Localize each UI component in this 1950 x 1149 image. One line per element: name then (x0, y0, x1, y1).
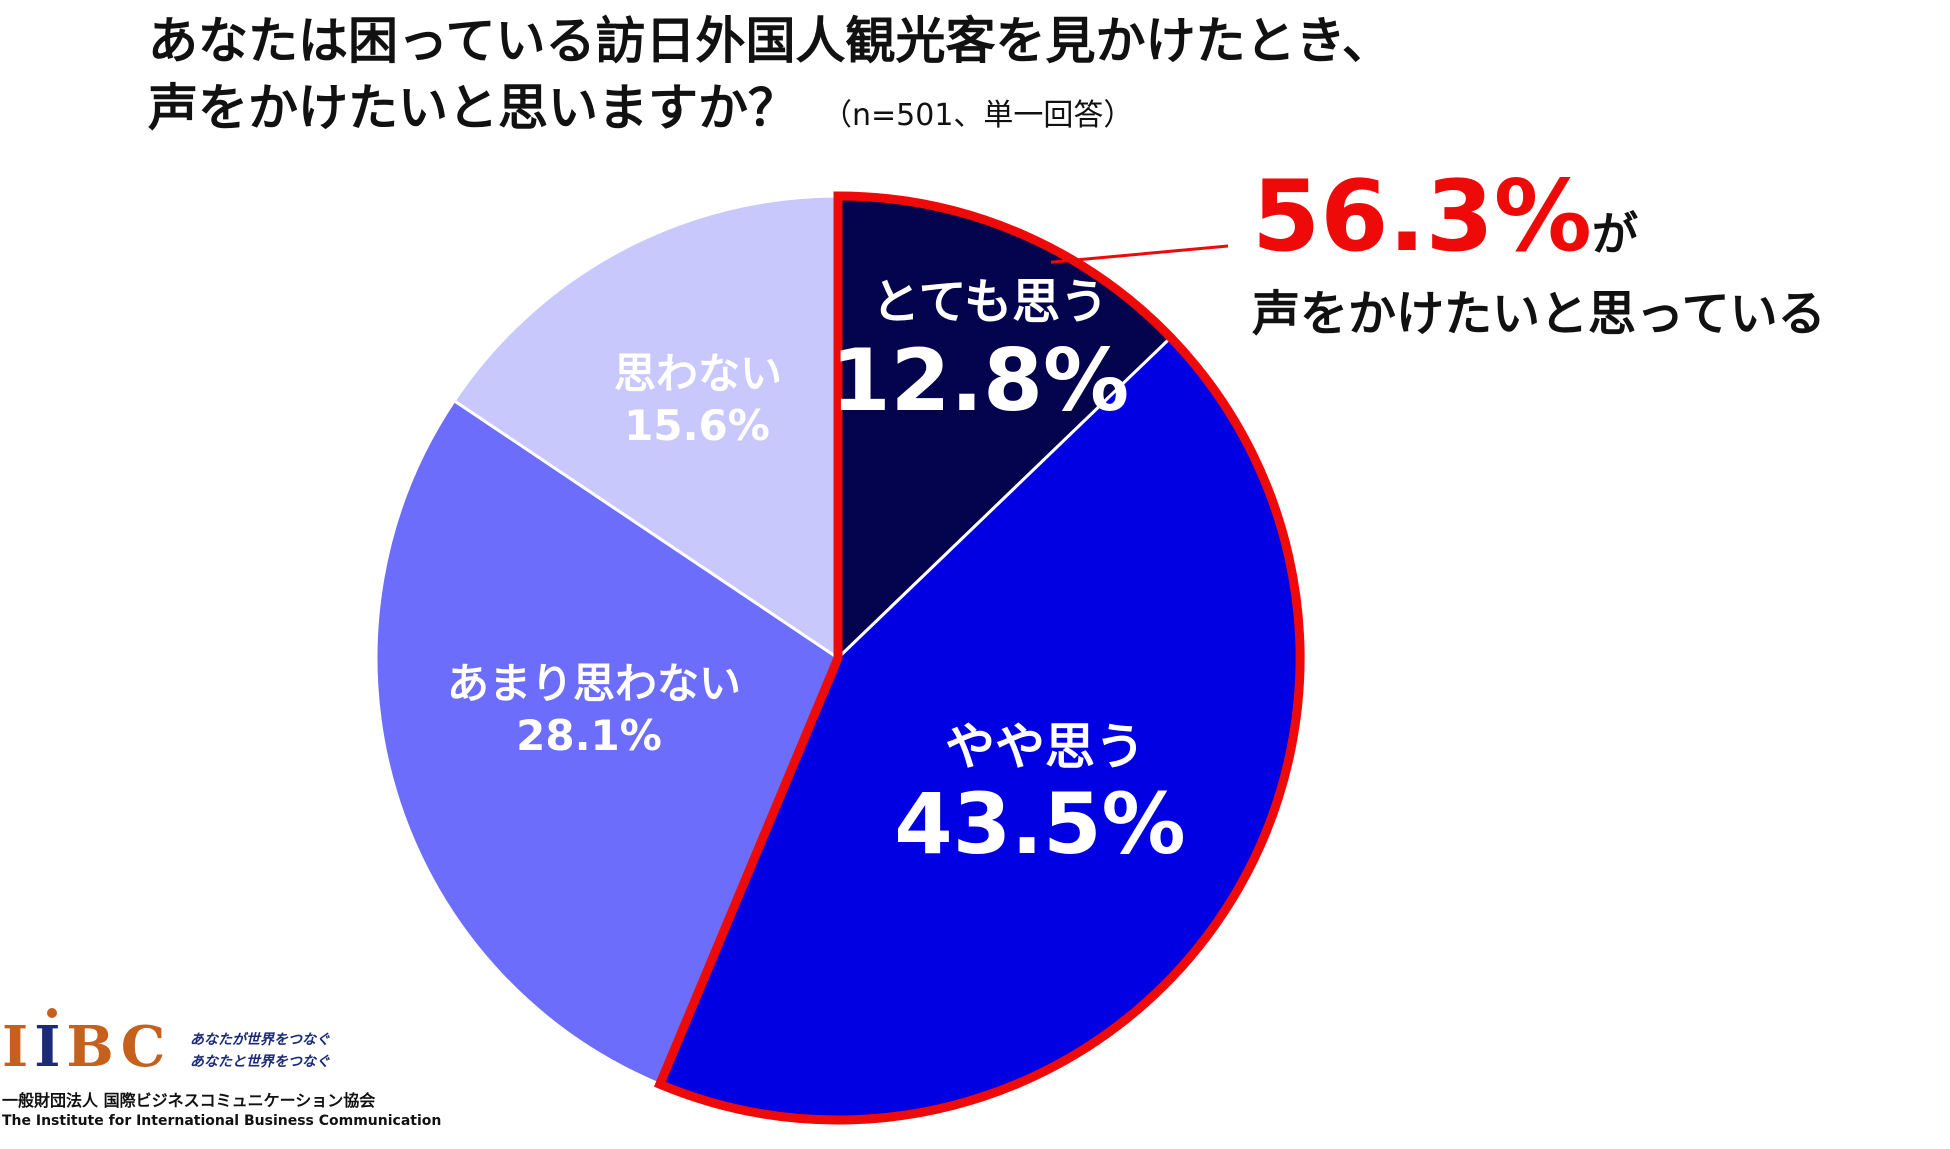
slice-value-omowanai: 15.6% (624, 401, 770, 450)
slice-value-totemo: 12.8% (831, 331, 1129, 431)
slogan-line-1: あなたが世界をつなぐ (190, 1032, 330, 1048)
sample-note: （n=501、単一回答） (822, 98, 1134, 133)
slice-label-amari: あまり思わない (447, 659, 741, 708)
org-name-en: The Institute for International Business… (2, 1112, 442, 1129)
logo-letter-i2: I (34, 1014, 67, 1080)
logo-slogan: あなたが世界をつなぐ あなたと世界をつなぐ (190, 1030, 330, 1073)
logo-organization: 一般財団法人 国際ビジネスコミュニケーション協会 The Institute f… (2, 1090, 441, 1130)
slice-value-amari: 28.1% (516, 711, 662, 760)
org-name-ja: 一般財団法人 国際ビジネスコミュニケーション協会 (2, 1091, 376, 1110)
logo-letter-c: C (120, 1014, 172, 1080)
title-line-2: 声をかけたいと思いますか？ （n=501、単一回答） (148, 75, 1392, 142)
slice-label-group-amari: あまり思わない 28.1% (447, 659, 741, 760)
slice-label-group-yaya: やや思う 43.5% (894, 718, 1185, 873)
chart-title: あなたは困っている訪日外国人観光客を見かけたとき、 声をかけたいと思いますか？ （… (148, 8, 1392, 142)
callout-text: 声をかけたいと思っている (1252, 286, 1826, 342)
logo-mark: IIBC (2, 1014, 171, 1080)
slice-label-group-omowanai: 思わない 15.6% (614, 349, 782, 450)
slice-label-totemo: とても思う (872, 274, 1108, 330)
callout-value: 56.3% (1252, 160, 1592, 274)
title-question: 声をかけたいと思いますか？ (148, 79, 798, 137)
title-line-1: あなたは困っている訪日外国人観光客を見かけたとき、 (148, 12, 1392, 70)
pie-slice-omowanai (452, 194, 840, 661)
slice-value-yaya: 43.5% (894, 775, 1185, 873)
slice-label-omowanai: 思わない (614, 349, 782, 398)
slice-label-group-totemo: とても思う 12.8% (831, 274, 1129, 431)
pie-slice-amari (374, 398, 840, 1087)
logo-letter-i1: I (2, 1014, 35, 1080)
pie-slices (374, 194, 1302, 1122)
slice-label-yaya: やや思う (945, 718, 1145, 776)
slogan-line-2: あなたと世界をつなぐ (190, 1053, 330, 1070)
callout-leader-line (1050, 244, 1229, 264)
callout-suffix: が (1592, 207, 1638, 261)
logo-dot (47, 1008, 57, 1018)
highlight-callout: 56.3%が 声をかけたいと思っている (1252, 168, 1826, 344)
logo-letter-b: B (66, 1014, 121, 1080)
